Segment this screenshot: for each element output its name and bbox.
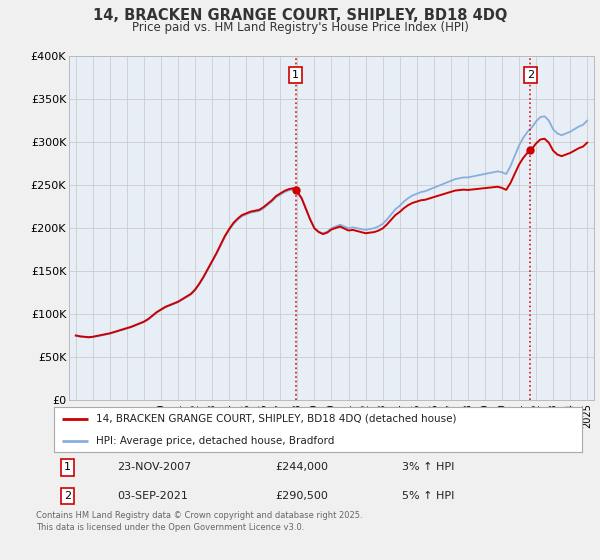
Text: 3% ↑ HPI: 3% ↑ HPI [403,463,455,473]
Text: 03-SEP-2021: 03-SEP-2021 [118,491,188,501]
Text: £244,000: £244,000 [276,463,329,473]
Text: 2: 2 [527,70,534,80]
Text: Price paid vs. HM Land Registry's House Price Index (HPI): Price paid vs. HM Land Registry's House … [131,21,469,34]
Text: 5% ↑ HPI: 5% ↑ HPI [403,491,455,501]
Text: 14, BRACKEN GRANGE COURT, SHIPLEY, BD18 4DQ (detached house): 14, BRACKEN GRANGE COURT, SHIPLEY, BD18 … [96,414,457,424]
Text: 2: 2 [64,491,71,501]
Text: 14, BRACKEN GRANGE COURT, SHIPLEY, BD18 4DQ: 14, BRACKEN GRANGE COURT, SHIPLEY, BD18 … [93,8,507,24]
Text: £290,500: £290,500 [276,491,329,501]
Text: HPI: Average price, detached house, Bradford: HPI: Average price, detached house, Brad… [96,436,335,446]
Text: 23-NOV-2007: 23-NOV-2007 [118,463,191,473]
Text: 1: 1 [292,70,299,80]
Text: 1: 1 [64,463,71,473]
Text: Contains HM Land Registry data © Crown copyright and database right 2025.
This d: Contains HM Land Registry data © Crown c… [36,511,362,531]
